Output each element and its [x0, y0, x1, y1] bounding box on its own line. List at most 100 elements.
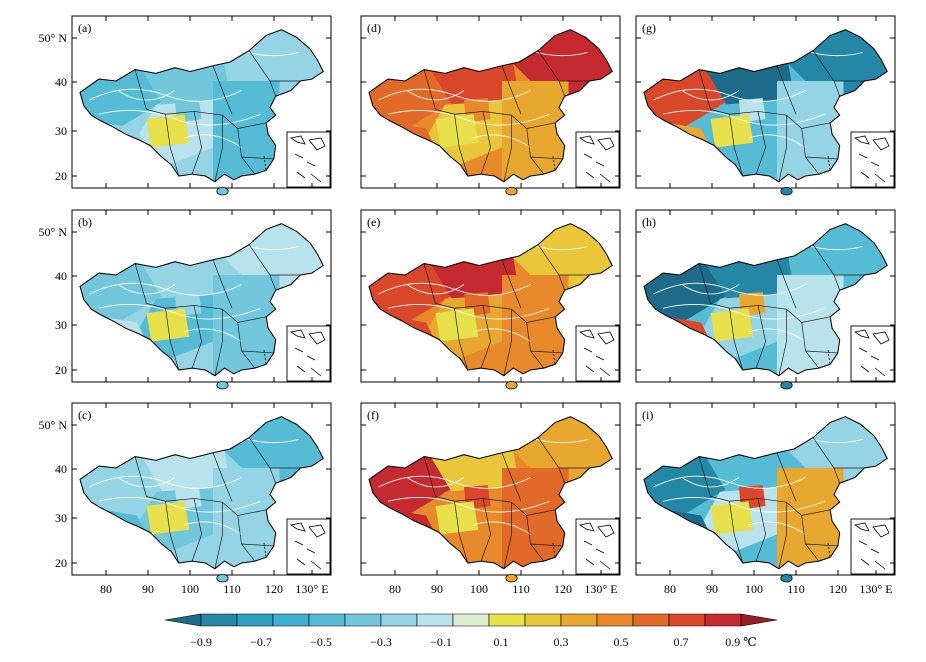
colorbar-segment	[488, 613, 526, 627]
colorbar-label: 0.1	[494, 635, 509, 649]
panel-label: (h)	[642, 215, 656, 229]
province-boundary	[134, 456, 223, 503]
map-panel-h: (h)	[635, 209, 896, 390]
country-border	[79, 29, 324, 183]
province-boundary	[786, 308, 831, 323]
province-boundary	[503, 115, 512, 182]
province-boundary	[214, 502, 223, 569]
china-map	[79, 29, 324, 196]
contour-line	[473, 328, 531, 342]
province-boundary	[526, 128, 545, 175]
province-boundary	[241, 156, 274, 160]
country-border	[643, 29, 888, 183]
x-tick-label: 130° E	[295, 582, 328, 596]
province-boundary	[511, 114, 556, 129]
province-boundary	[776, 259, 797, 309]
shaded-region	[213, 468, 280, 569]
province-boundary	[222, 501, 267, 516]
hainan-island	[505, 574, 518, 583]
shaded-region	[213, 81, 280, 182]
country-border	[643, 416, 888, 570]
y-tick-label: 20	[55, 556, 67, 570]
province-boundary	[801, 322, 820, 369]
contour-line	[378, 88, 531, 102]
province-boundary	[526, 515, 545, 562]
contour-line	[681, 477, 740, 488]
colorbar-segment	[272, 613, 310, 627]
contour-line	[681, 284, 740, 295]
province-boundary	[778, 309, 787, 376]
province-boundary	[805, 543, 838, 547]
province-boundary	[805, 156, 838, 160]
country-border	[368, 29, 613, 183]
colorbar-segment	[164, 613, 202, 627]
south-china-sea-inset	[850, 131, 895, 188]
x-tick-label: 80	[100, 582, 112, 596]
south-china-sea-inset	[575, 131, 620, 188]
province-boundary	[248, 50, 277, 97]
shaded-region	[502, 468, 569, 569]
x-tick-label: 130° E	[859, 582, 892, 596]
contour-line	[117, 284, 176, 295]
y-tick-label: 30	[55, 318, 67, 332]
province-boundary	[801, 515, 820, 562]
province-boundary	[511, 501, 556, 516]
contour-line	[184, 328, 242, 342]
province-boundary	[134, 69, 223, 116]
y-tick-label: 40	[55, 269, 67, 283]
province-boundary	[537, 244, 566, 291]
x-tick-label: 120	[554, 582, 572, 596]
province-boundary	[698, 263, 787, 310]
province-boundary	[503, 309, 512, 376]
province-boundary	[530, 543, 563, 547]
y-tick-label: 40	[55, 462, 67, 476]
map-panel-f: (f) 80 90 100 110 120 130° E	[360, 402, 621, 596]
x-tick-label: 80	[664, 582, 676, 596]
contour-line	[473, 521, 531, 535]
province-boundary	[537, 50, 566, 97]
country-border	[79, 416, 324, 570]
hainan-island	[780, 187, 793, 196]
shaded-region	[777, 468, 844, 569]
colorbar-segment	[668, 613, 706, 627]
colorbar-label: 0.3	[554, 635, 569, 649]
contour-line	[662, 110, 825, 126]
map-panel-g: (g)	[635, 15, 896, 196]
province-boundary	[501, 452, 522, 502]
province-boundary	[423, 263, 512, 310]
contour-line	[748, 134, 806, 148]
map-panel-e: (e)	[360, 209, 621, 390]
panel-label: (d)	[367, 21, 381, 35]
province-boundary	[423, 456, 512, 503]
province-boundary	[778, 115, 787, 182]
panel-label: (i)	[642, 408, 653, 422]
contour-line	[748, 328, 806, 342]
hainan-island	[216, 574, 229, 583]
province-boundary	[165, 308, 180, 371]
province-boundary	[191, 305, 202, 369]
contour-line	[89, 88, 242, 102]
south-china-sea-inset	[850, 325, 895, 382]
contour-line	[98, 110, 261, 126]
x-tick-label: 90	[142, 582, 154, 596]
province-boundary	[786, 501, 831, 516]
province-boundary	[501, 259, 522, 309]
province-boundary	[212, 259, 233, 309]
y-tick-label: 20	[55, 169, 67, 183]
province-boundary	[222, 114, 267, 129]
province-boundary	[480, 111, 491, 175]
province-boundary	[729, 501, 744, 564]
province-boundary	[755, 305, 766, 369]
south-china-sea-inset	[286, 325, 331, 382]
y-tick-label: 50° N	[39, 225, 68, 239]
x-tick-label: 100	[181, 582, 199, 596]
province-boundary	[812, 244, 841, 291]
colorbar-segment	[524, 613, 562, 627]
colorbar-segment	[380, 613, 418, 627]
hainan-island	[216, 187, 229, 196]
panel-label: (e)	[367, 215, 380, 229]
province-boundary	[248, 244, 277, 291]
south-china-sea-inset	[286, 131, 331, 188]
panel-label: (c)	[78, 408, 91, 422]
colorbar-segment	[344, 613, 382, 627]
